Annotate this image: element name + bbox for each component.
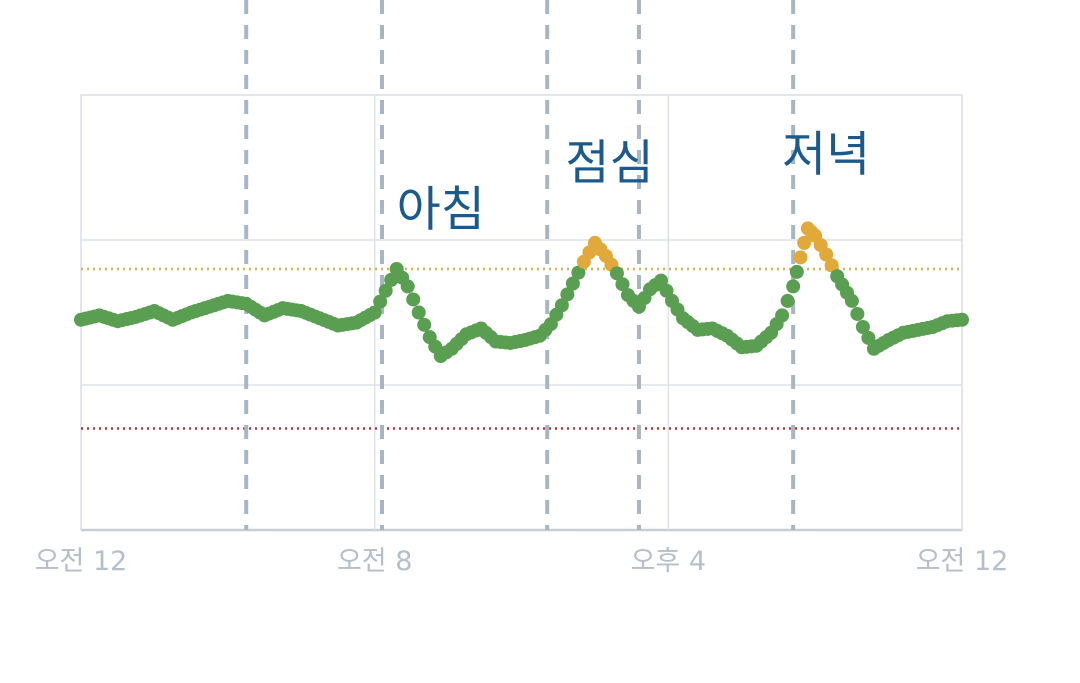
data-point-0-66 [378,283,393,298]
data-point-0-160 [861,330,876,345]
data-point-0-142 [775,308,790,323]
annotation-2: 저녁 [782,126,870,182]
data-point-0-65 [373,294,388,309]
data-point-0-71 [406,292,421,307]
data-point-0-157 [844,293,859,308]
data-point-0-143 [780,293,795,308]
x-tick-label-2: 오후 4 [631,546,706,577]
data-point-0-100 [554,298,569,313]
data-point-0-73 [417,317,432,332]
x-tick-label-1: 오전 8 [337,546,412,577]
data-point-0-101 [560,287,575,302]
data-point-0-158 [850,306,865,321]
x-tick-label-3: 오전 12 [916,546,1009,577]
data-point-0-67 [384,272,399,287]
data-point-0-110 [609,266,624,281]
data-point-0-146 [793,250,808,265]
data-point-0-64 [367,305,382,320]
annotation-1: 점심 [565,135,653,191]
data-point-0-102 [565,276,580,291]
data-point-0-70 [400,279,415,294]
data-point-0-153 [824,258,839,273]
data-point-0-179 [955,312,969,327]
data-point-0-103 [571,265,586,280]
data-point-0-159 [855,320,870,334]
data-point-0-72 [411,305,426,320]
annotation-0: 아침 [397,182,485,238]
data-point-0-145 [789,264,804,279]
x-tick-label-0: 오전 12 [35,546,128,577]
data-point-0-111 [615,277,630,292]
data-point-0-144 [786,279,801,294]
data-point-0-152 [819,247,834,262]
data-point-0-147 [797,235,812,250]
